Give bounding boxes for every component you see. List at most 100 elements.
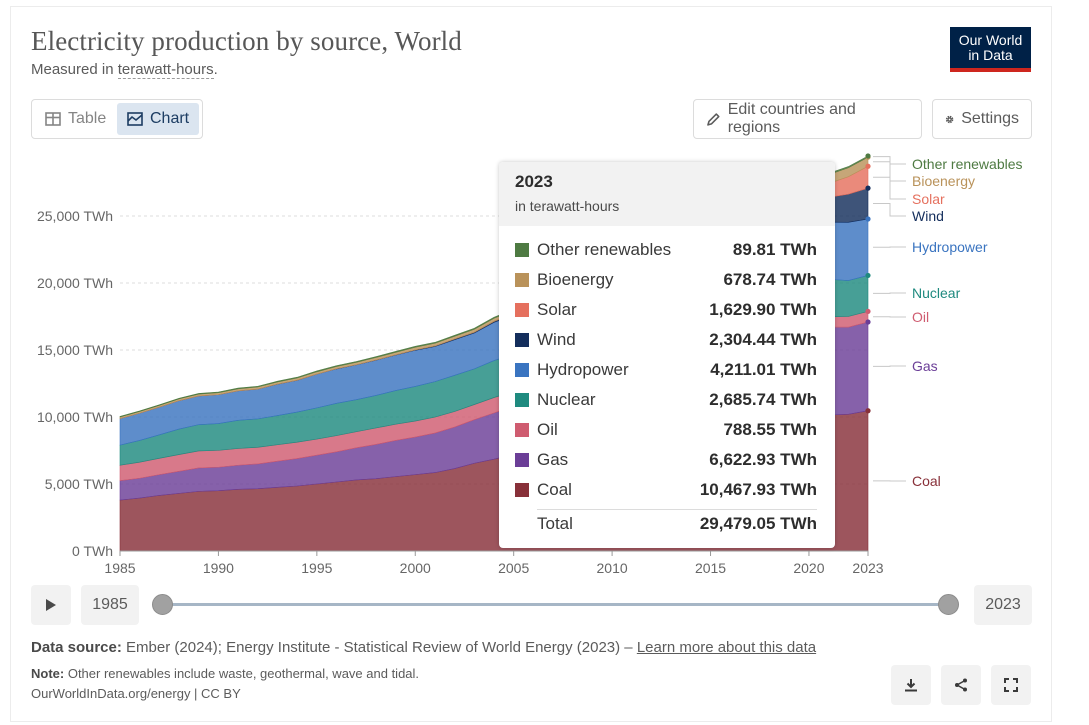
tooltip-series-value: 2,304.44 TWh: [709, 330, 817, 349]
tooltip-series-value: 788.55 TWh: [723, 420, 817, 439]
series-end-marker: [865, 216, 871, 222]
series-label: Hydropower: [912, 239, 988, 255]
subtitle-prefix: Measured in: [31, 61, 118, 78]
note-label: Note:: [31, 666, 65, 681]
subtitle-suffix: .: [213, 61, 218, 78]
tooltip-row: Hydropower 4,211.01 TWh: [515, 358, 817, 382]
timeline-start-handle[interactable]: [152, 594, 173, 615]
x-tick-label: 1990: [203, 560, 234, 576]
settings-button[interactable]: Settings: [932, 99, 1032, 139]
tooltip-series-name: Oil: [537, 420, 558, 439]
tooltip-swatch: [515, 303, 529, 317]
play-button[interactable]: [31, 585, 71, 625]
fullscreen-icon: [1004, 678, 1018, 692]
tab-table[interactable]: Table: [35, 103, 116, 135]
tooltip-series-name: Bioenergy: [537, 270, 614, 289]
tooltip-series-value: 6,622.93 TWh: [709, 450, 817, 469]
tooltip-series-name: Wind: [537, 330, 576, 349]
table-icon: [45, 112, 61, 126]
series-label-connector: [873, 156, 906, 165]
series-end-marker: [865, 408, 871, 414]
chart-subtitle: Measured in terawatt-hours.: [31, 61, 218, 79]
x-tick-label: 2000: [400, 560, 431, 576]
source-text: Ember (2024); Energy Institute - Statist…: [121, 639, 637, 656]
tooltip-unit: in terawatt-hours: [515, 198, 620, 214]
tooltip-swatch: [515, 273, 529, 287]
series-label: Gas: [912, 358, 938, 374]
x-tick-label: 2005: [498, 560, 529, 576]
series-label: Oil: [912, 309, 929, 325]
tooltip-swatch: [515, 483, 529, 497]
note-text: Other renewables include waste, geotherm…: [64, 666, 420, 681]
settings-label: Settings: [961, 110, 1019, 127]
tooltip-row: Gas 6,622.93 TWh: [515, 448, 817, 472]
tooltip-series-value: 1,629.90 TWh: [709, 300, 817, 319]
tooltip-row: Wind 2,304.44 TWh: [515, 328, 817, 352]
unit-link[interactable]: terawatt-hours: [117, 61, 214, 79]
tooltip-swatch: [515, 363, 529, 377]
series-label: Wind: [912, 208, 944, 224]
share-button[interactable]: [941, 665, 981, 705]
timeline-start-year[interactable]: 1985: [81, 585, 139, 625]
logo-line2: in Data: [968, 47, 1013, 63]
tooltip-row: Oil 788.55 TWh: [515, 418, 817, 442]
fullscreen-button[interactable]: [991, 665, 1031, 705]
tooltip-divider: [537, 509, 817, 510]
tooltip-total-row: Total 29,479.05 TWh: [515, 512, 817, 536]
edit-countries-button[interactable]: Edit countries and regions: [693, 99, 922, 139]
tooltip-total-value: 29,479.05 TWh: [699, 514, 817, 533]
series-end-marker: [865, 308, 871, 315]
tooltip-total-label: Total: [537, 514, 573, 533]
tooltip-series-name: Other renewables: [537, 240, 672, 259]
download-icon: [905, 679, 917, 692]
play-icon: [46, 599, 56, 611]
tooltip-series-value: 2,685.74 TWh: [709, 390, 817, 409]
chart-icon: [127, 112, 143, 126]
tooltip-row: Other renewables 89.81 TWh: [515, 238, 817, 262]
chart-title: Electricity production by source, World: [31, 26, 462, 56]
tooltip-series-name: Coal: [537, 480, 572, 499]
tab-chart[interactable]: Chart: [117, 103, 200, 135]
y-tick-label: 20,000 TWh: [37, 275, 113, 291]
data-source: Data source: Ember (2024); Energy Instit…: [31, 639, 816, 656]
timeline-end-year[interactable]: 2023: [974, 585, 1032, 625]
owid-logo[interactable]: Our World in Data: [950, 27, 1031, 72]
y-tick-label: 5,000 TWh: [45, 476, 113, 492]
tooltip-series-value: 4,211.01 TWh: [710, 360, 817, 379]
tooltip-row: Coal 10,467.93 TWh: [515, 478, 817, 502]
y-tick-label: 15,000 TWh: [37, 342, 113, 358]
series-label: Bioenergy: [912, 173, 975, 189]
series-end-marker: [865, 153, 871, 159]
y-tick-label: 0 TWh: [72, 543, 113, 559]
x-tick-label: 2015: [695, 560, 726, 576]
tooltip-series-name: Hydropower: [537, 360, 629, 379]
source-label: Data source:: [31, 639, 122, 656]
tooltip-swatch: [515, 423, 529, 437]
timeline-track[interactable]: [163, 603, 948, 606]
learn-more-link[interactable]: Learn more about this data: [636, 639, 817, 656]
series-label-connector: [873, 203, 906, 217]
series-end-marker: [865, 163, 871, 169]
x-tick-label: 1985: [104, 560, 135, 576]
series-label: Coal: [912, 473, 941, 489]
view-tabs: Table Chart: [31, 99, 203, 139]
timeline-end-handle[interactable]: [938, 594, 959, 615]
logo-line1: Our World: [958, 32, 1023, 48]
tooltip-series-name: Gas: [537, 450, 569, 469]
pencil-icon: [707, 112, 720, 126]
tooltip-series-value: 89.81 TWh: [732, 240, 817, 259]
tooltip-swatch: [515, 453, 529, 467]
x-tick-label: 1995: [301, 560, 332, 576]
download-button[interactable]: [891, 665, 931, 705]
x-tick-label: 2023: [852, 560, 883, 576]
y-tick-label: 25,000 TWh: [37, 208, 113, 224]
tooltip-series-name: Nuclear: [537, 390, 596, 409]
tooltip-swatch: [515, 243, 529, 257]
series-label: Nuclear: [912, 285, 961, 301]
tooltip-series-value: 678.74 TWh: [723, 270, 817, 289]
share-icon: [955, 678, 967, 692]
tooltip-row: Solar 1,629.90 TWh: [515, 298, 817, 322]
tooltip-series-name: Solar: [537, 300, 577, 319]
tooltip-row: Bioenergy 678.74 TWh: [515, 268, 817, 292]
x-tick-label: 2020: [793, 560, 824, 576]
